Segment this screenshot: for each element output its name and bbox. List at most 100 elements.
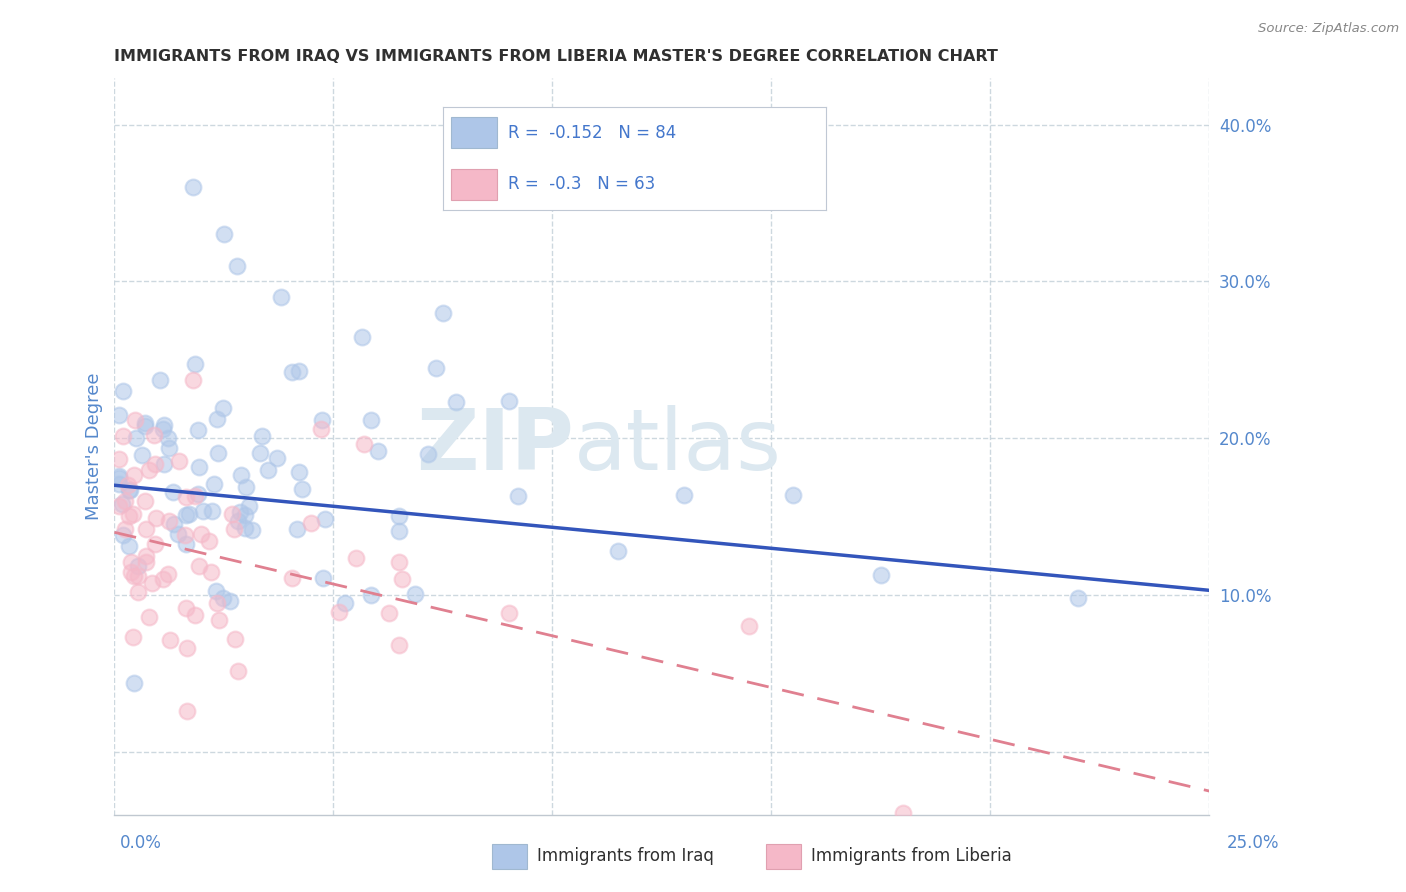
Point bbox=[353, 437, 375, 451]
Point bbox=[226, 515, 249, 529]
Point bbox=[134, 419, 156, 434]
Point bbox=[176, 640, 198, 655]
Point bbox=[288, 364, 311, 378]
Text: atlas: atlas bbox=[574, 405, 782, 488]
Point bbox=[166, 526, 188, 541]
Point bbox=[174, 528, 197, 542]
Point bbox=[174, 508, 197, 523]
Text: Immigrants from Liberia: Immigrants from Liberia bbox=[811, 847, 1012, 865]
Point bbox=[207, 446, 229, 460]
Point bbox=[226, 259, 249, 273]
Text: 0.0%: 0.0% bbox=[120, 834, 162, 852]
Point bbox=[117, 509, 139, 524]
Point bbox=[212, 401, 235, 415]
Point bbox=[111, 497, 134, 511]
Point bbox=[388, 524, 411, 538]
Point bbox=[425, 360, 447, 375]
Point bbox=[416, 447, 439, 461]
Point bbox=[240, 524, 263, 538]
Point bbox=[107, 476, 129, 491]
Point bbox=[360, 413, 382, 427]
Point bbox=[127, 585, 149, 599]
Point bbox=[153, 458, 176, 472]
Point bbox=[444, 394, 467, 409]
Point bbox=[205, 596, 228, 610]
Point bbox=[114, 494, 136, 508]
Point bbox=[235, 521, 257, 535]
Point bbox=[360, 588, 382, 602]
Point bbox=[299, 516, 322, 530]
Point bbox=[309, 422, 332, 436]
Point bbox=[176, 704, 198, 718]
Point bbox=[142, 428, 165, 442]
Point bbox=[122, 676, 145, 690]
Point bbox=[498, 607, 520, 621]
Point bbox=[138, 462, 160, 476]
Point bbox=[157, 514, 180, 528]
Point bbox=[183, 608, 205, 623]
Y-axis label: Master's Degree: Master's Degree bbox=[86, 372, 103, 520]
Point bbox=[122, 631, 145, 645]
Point bbox=[118, 483, 141, 497]
Text: ZIP: ZIP bbox=[416, 405, 574, 488]
Point bbox=[869, 568, 891, 582]
Point bbox=[226, 664, 249, 678]
Point bbox=[205, 411, 228, 425]
Point bbox=[177, 507, 200, 521]
Point bbox=[281, 365, 304, 379]
Point bbox=[266, 450, 288, 465]
Point bbox=[127, 569, 149, 583]
Point bbox=[288, 465, 311, 479]
Point bbox=[134, 494, 156, 508]
Point bbox=[344, 551, 367, 566]
Point bbox=[112, 528, 135, 542]
Point bbox=[233, 508, 256, 522]
Point bbox=[135, 549, 157, 564]
Point bbox=[184, 357, 207, 371]
Point bbox=[432, 306, 454, 320]
Point bbox=[222, 522, 245, 536]
Point bbox=[135, 523, 157, 537]
Point bbox=[333, 596, 356, 610]
Point bbox=[252, 429, 274, 443]
Point bbox=[156, 567, 179, 582]
Point bbox=[208, 613, 231, 627]
Point bbox=[131, 448, 153, 462]
Point bbox=[291, 482, 314, 496]
Point bbox=[782, 488, 804, 502]
Point bbox=[122, 569, 145, 583]
Text: Immigrants from Iraq: Immigrants from Iraq bbox=[537, 847, 714, 865]
Point bbox=[204, 583, 226, 598]
Point bbox=[112, 384, 135, 399]
Point bbox=[107, 409, 129, 423]
Point bbox=[187, 460, 209, 475]
Point bbox=[311, 413, 333, 427]
Point bbox=[107, 471, 129, 485]
Point bbox=[200, 565, 222, 579]
Point bbox=[281, 571, 304, 585]
Point bbox=[238, 500, 260, 514]
Point bbox=[218, 593, 240, 607]
Point bbox=[224, 632, 246, 647]
Point bbox=[270, 290, 292, 304]
Point bbox=[212, 591, 235, 605]
Point bbox=[388, 509, 411, 524]
Point bbox=[167, 453, 190, 467]
Point bbox=[152, 572, 174, 586]
Point bbox=[112, 428, 135, 442]
Point bbox=[149, 373, 172, 387]
Point bbox=[107, 499, 129, 513]
Point bbox=[256, 463, 278, 477]
Point bbox=[367, 444, 389, 458]
Point bbox=[378, 606, 401, 620]
Point bbox=[134, 416, 156, 430]
Text: Source: ZipAtlas.com: Source: ZipAtlas.com bbox=[1258, 22, 1399, 36]
Point bbox=[174, 490, 197, 504]
Point bbox=[738, 619, 761, 633]
Point bbox=[193, 504, 215, 518]
Point bbox=[388, 639, 411, 653]
Point bbox=[143, 537, 166, 551]
Point bbox=[181, 373, 204, 387]
Point bbox=[162, 485, 184, 500]
Point bbox=[506, 489, 529, 503]
